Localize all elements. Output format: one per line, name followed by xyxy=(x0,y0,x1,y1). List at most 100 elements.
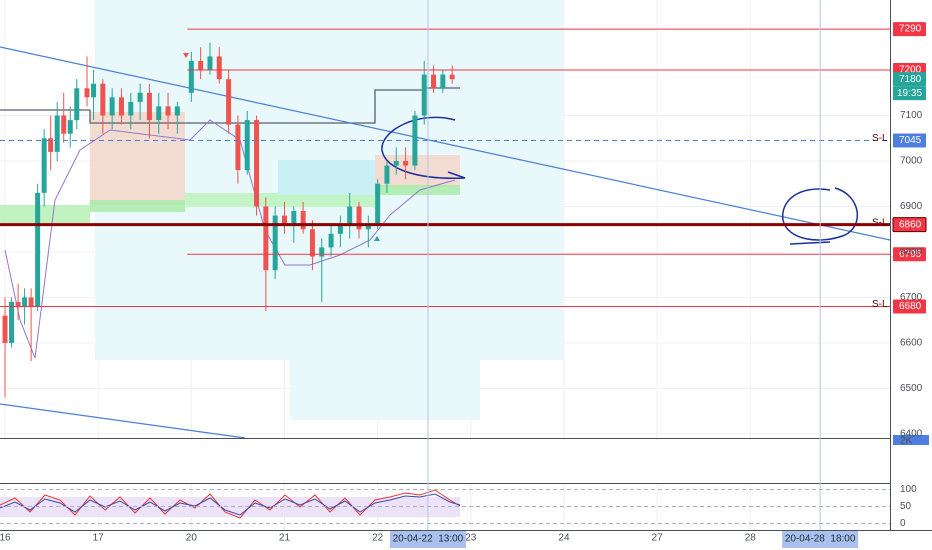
candle-body xyxy=(137,92,143,102)
candle-body xyxy=(216,56,222,80)
candle-body xyxy=(22,297,28,307)
candle-body xyxy=(319,247,325,257)
volume-label: 2K xyxy=(900,436,913,447)
volume-tag xyxy=(893,435,929,445)
level-label: 7200 xyxy=(899,65,922,76)
level-annotation: S-L xyxy=(872,299,888,310)
x-tick-label: 27 xyxy=(652,533,664,544)
candle-body xyxy=(15,302,21,307)
volume-pane: 2K xyxy=(0,435,929,482)
countdown-label: 19:35 xyxy=(897,88,922,99)
hand-ellipse xyxy=(782,187,859,245)
candle-body xyxy=(300,211,306,230)
y-tick-label: 6600 xyxy=(900,338,923,349)
x-tick-label: 28 xyxy=(745,533,757,544)
zone-band xyxy=(0,205,90,223)
y-tick-label: 6400 xyxy=(900,429,923,440)
candle-body xyxy=(431,74,437,89)
level-label: 6680 xyxy=(899,301,922,312)
candle-body xyxy=(100,83,106,116)
candle-body xyxy=(9,302,15,343)
candle-body xyxy=(146,92,152,121)
candle-body xyxy=(226,79,232,125)
candle-body xyxy=(118,97,124,116)
y-tick-label: 7000 xyxy=(900,156,923,167)
y-tick-label: 6900 xyxy=(900,201,923,212)
zone-band xyxy=(90,200,185,212)
candle-body xyxy=(449,74,455,80)
level-label: 6860 xyxy=(899,219,922,230)
candle-body xyxy=(356,206,362,230)
crosshair-tag xyxy=(389,531,466,548)
rsi-band xyxy=(0,497,460,517)
y-tick-label: 6800 xyxy=(900,247,923,258)
level-annotation: S-L xyxy=(872,217,888,228)
candle-body xyxy=(84,88,90,98)
candle-body xyxy=(281,215,287,225)
candle-body xyxy=(91,83,97,98)
crosshair-label: 20-04-28 18:00 xyxy=(785,534,856,545)
x-tick-label: 24 xyxy=(558,533,570,544)
rsi-pane: 0 50 100 xyxy=(0,484,917,529)
zone-band xyxy=(375,185,460,195)
zone-box xyxy=(90,112,185,205)
rsi-tick-label: 0 xyxy=(900,518,906,529)
candle-body xyxy=(198,60,204,71)
candle-body xyxy=(440,74,446,89)
candle-body xyxy=(207,56,213,71)
candle-body xyxy=(156,106,162,121)
candle-body xyxy=(421,74,427,116)
signal-arrow xyxy=(183,53,189,58)
candle-body xyxy=(74,88,80,121)
candle-body xyxy=(393,161,399,166)
countdown-tag xyxy=(893,86,926,101)
level-label: 6795 xyxy=(899,249,922,260)
volume-background xyxy=(0,440,890,482)
candle-body xyxy=(109,97,115,116)
y-tick-label: 6500 xyxy=(900,383,923,394)
candle-body xyxy=(244,120,250,171)
candle-body xyxy=(174,106,180,116)
x-axis: 16 17 20 21 22 23 24 27 28 20-04-22 13:00 20-04-28… xyxy=(0,0,859,548)
rsi-tick-label: 100 xyxy=(900,484,917,495)
x-tick-label: 21 xyxy=(279,533,291,544)
x-tick-label: 23 xyxy=(465,533,477,544)
candle-body xyxy=(41,138,47,193)
level-tag xyxy=(893,22,926,37)
candle-body xyxy=(35,192,41,307)
rsi-signal-line xyxy=(0,493,461,516)
candle-body xyxy=(291,211,297,225)
hand-ellipse xyxy=(381,116,466,179)
y-tick-label: 7100 xyxy=(900,110,923,121)
candle-body xyxy=(365,224,371,230)
indicator-line xyxy=(4,119,456,359)
trend-line xyxy=(0,403,246,439)
candle-body xyxy=(254,120,260,207)
candle-body xyxy=(375,183,381,225)
candle-body xyxy=(309,229,315,257)
trend-line xyxy=(0,46,891,241)
zone-box xyxy=(278,160,375,195)
candle-body xyxy=(328,233,334,248)
shade-area xyxy=(290,360,480,420)
crosshair-tag xyxy=(782,531,859,548)
candle-body xyxy=(54,115,60,152)
level-label: 7045 xyxy=(899,135,922,146)
candle-body xyxy=(337,224,343,234)
zone-band xyxy=(185,193,375,207)
rsi-line xyxy=(0,489,461,519)
x-tick-label: 22 xyxy=(372,533,384,544)
x-tick-label: 20 xyxy=(186,533,198,544)
candle-body xyxy=(28,297,34,307)
candle-body xyxy=(2,315,8,343)
level-label: 7290 xyxy=(899,24,922,35)
level-label: 7180 xyxy=(899,74,922,85)
level-tag xyxy=(893,72,926,87)
x-tick-label: 17 xyxy=(93,533,105,544)
y-tick-label: 6700 xyxy=(900,292,923,303)
candle-body xyxy=(165,106,171,116)
level-tag xyxy=(892,217,927,233)
crosshair-label: 20-04-22 13:00 xyxy=(393,534,464,545)
